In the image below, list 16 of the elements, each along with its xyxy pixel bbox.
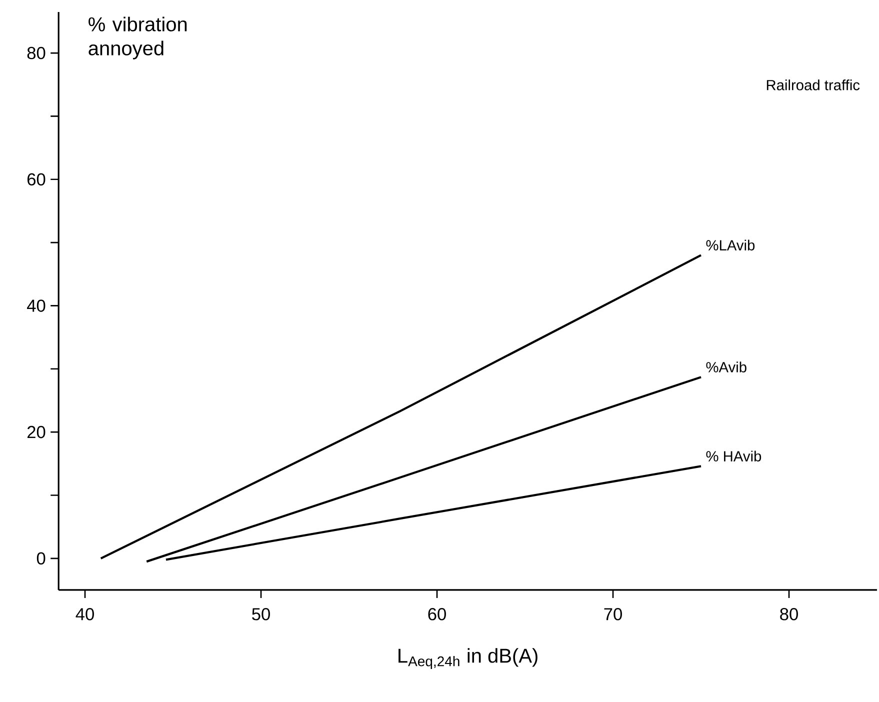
text: Railroad traffic — [766, 80, 860, 90]
series-label: %LAvib — [706, 240, 755, 250]
y-tick-label: 40 — [27, 300, 46, 312]
x-tick-label: 40 — [76, 608, 94, 620]
x-tick-label: 50 — [252, 608, 270, 620]
x-axis-title: L$_{Aeq,24h}$ in dB(A) — [398, 648, 538, 670]
series-label: % HAvib — [706, 450, 762, 462]
x-tick-label: 80 — [780, 608, 798, 620]
x-tick-label: 60 — [428, 608, 446, 620]
y-tick-label: 80 — [27, 46, 46, 60]
y-tick-label: 0 — [36, 552, 46, 565]
y-axis-title: % vibration annoyed — [88, 16, 187, 60]
y-tick-label: 20 — [27, 426, 46, 438]
series-label: %Avib — [706, 362, 746, 372]
y-tick-label: 60 — [27, 173, 46, 186]
x-tick-label: 70 — [604, 608, 622, 620]
